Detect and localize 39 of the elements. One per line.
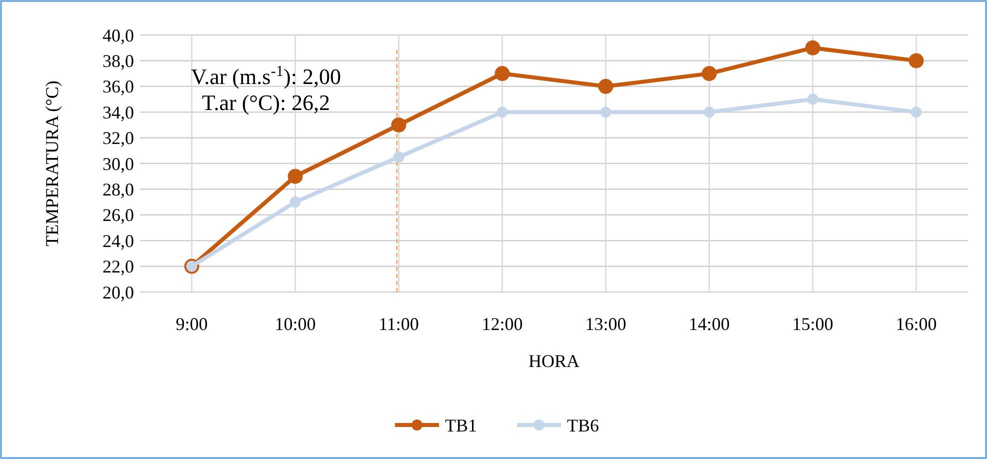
legend-label: TB1 [445, 415, 478, 436]
y-tick-label: 32,0 [102, 128, 134, 148]
x-tick-label: 16:00 [896, 314, 937, 334]
point [391, 117, 406, 132]
y-tick-label: 34,0 [102, 102, 134, 122]
y-axis-title: TEMPERATURA (°C) [42, 80, 62, 246]
x-tick-label: 12:00 [482, 314, 523, 334]
y-tick-label: 38,0 [102, 51, 134, 71]
legend-label: TB6 [567, 415, 600, 436]
y-tick-label: 24,0 [102, 230, 134, 251]
x-tick-label: 10:00 [274, 314, 316, 334]
point [704, 106, 715, 118]
y-tick-label: 26,0 [102, 205, 134, 226]
point [702, 66, 717, 82]
y-tick-label: 36,0 [102, 76, 134, 97]
x-axis-title: HORA [528, 351, 580, 371]
y-tick-label: 28,0 [102, 180, 134, 200]
point [807, 94, 818, 105]
point [494, 66, 510, 82]
x-tick-label: 11:00 [378, 314, 419, 334]
point [496, 106, 508, 118]
annotation: T.ar (°C): 26,2 [202, 90, 330, 115]
point [910, 106, 922, 118]
x-tick-label: 15:00 [792, 314, 834, 334]
point [805, 40, 820, 56]
point [598, 78, 614, 94]
x-tick-label: 9:00 [176, 314, 208, 334]
point [290, 196, 301, 208]
x-tick-label: 13:00 [585, 314, 626, 334]
point [600, 106, 612, 118]
x-tick-label: 14:00 [688, 314, 730, 334]
annotation: V.ar (m.s$^{-1}$): 2,00 [191, 62, 341, 89]
y-tick-label: 20,0 [102, 282, 134, 302]
y-tick-label: 40,0 [102, 25, 134, 46]
point [393, 152, 404, 163]
point [288, 168, 303, 184]
point [908, 53, 924, 68]
y-tick-label: 30,0 [102, 154, 134, 174]
y-tick-label: 22,0 [102, 256, 134, 277]
